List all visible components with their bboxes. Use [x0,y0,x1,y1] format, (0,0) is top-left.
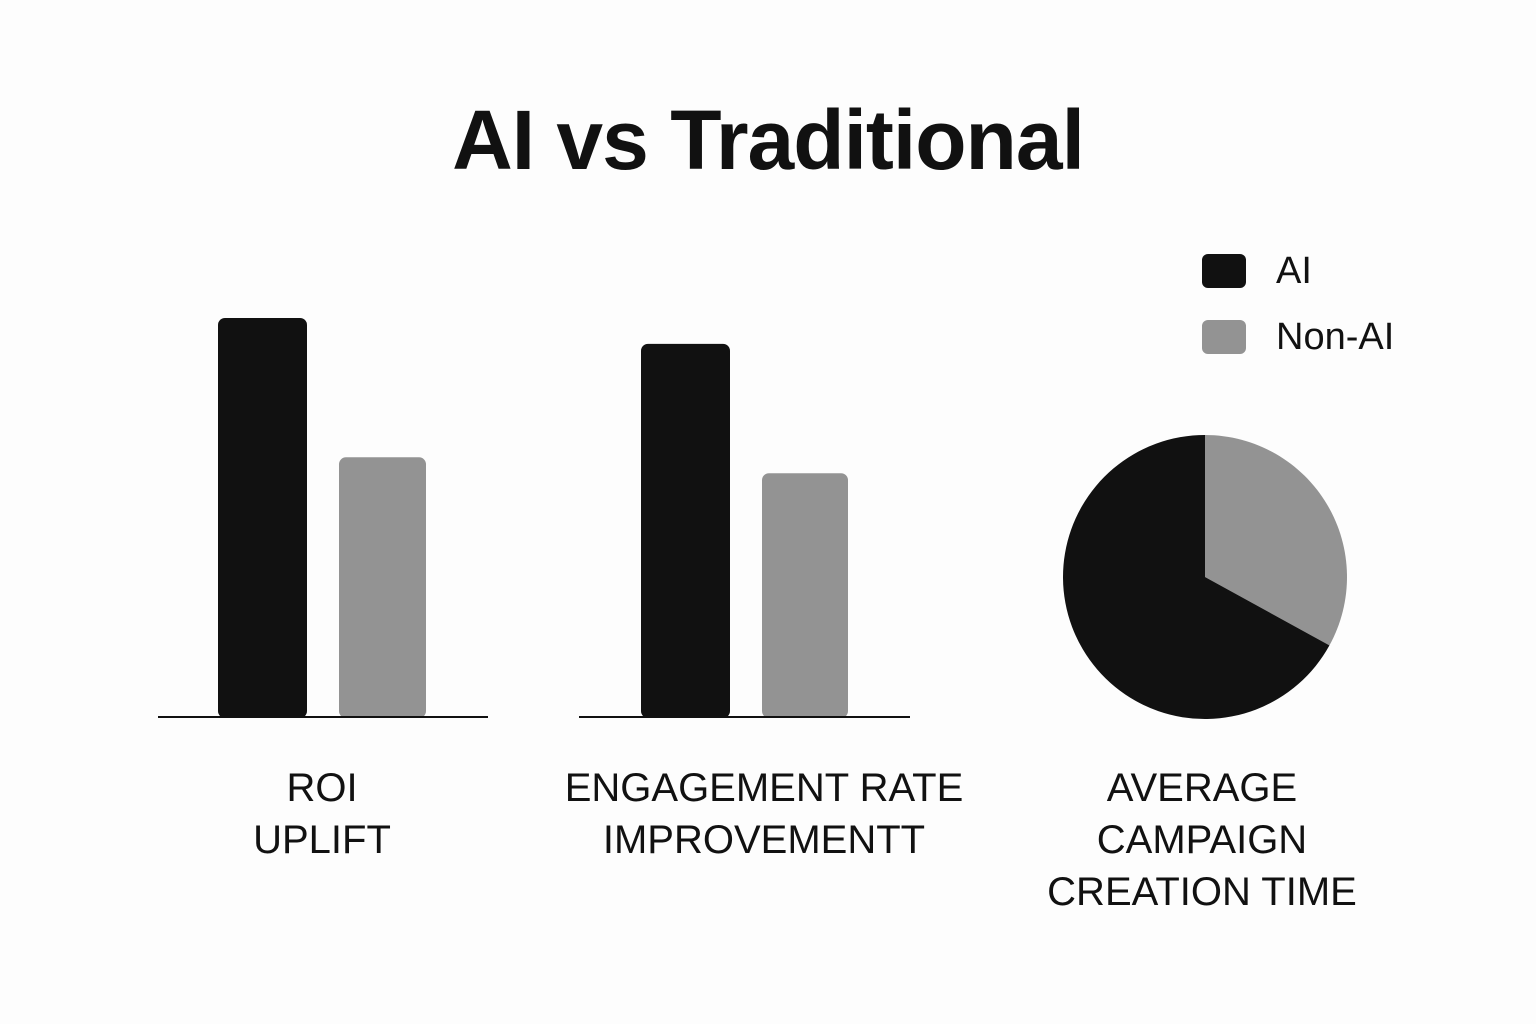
legend: AI Non-AI [1202,250,1394,382]
category-label-line: CAMPAIGN [1096,818,1308,862]
legend-swatch-non-ai [1202,320,1246,354]
legend-item-ai: AI [1202,250,1394,292]
category-label-line: CREATION TIME [1047,870,1357,914]
category-label-line: AVERAGE [1106,766,1298,810]
non-ai-bar [339,457,426,718]
non-ai-pie-slice [1205,435,1347,646]
category-label-line: IMPROVEMENTT [602,818,926,862]
legend-label-non-ai: Non-AI [1276,315,1395,358]
legend-item-non-ai: Non-AI [1202,316,1394,358]
ai-bar [218,318,307,718]
engagement-rate-bar-group [579,343,910,718]
category-label-line: ROI [286,766,358,810]
campaign-time-pie [1063,435,1347,719]
legend-swatch-ai [1202,254,1246,288]
category-label-campaign-time: AVERAGE CAMPAIGN CREATION TIME [1002,762,1402,918]
category-label-engagement-rate: ENGAGEMENT RATE IMPROVEMENTT [544,762,984,866]
category-label-line: ENGAGEMENT RATE [564,766,964,810]
category-label-line: UPLIFT [253,818,391,862]
non-ai-bar [762,473,848,718]
roi-uplift-bar-group [158,318,488,718]
ai-bar [641,343,730,718]
chart-title: AI vs Traditional [452,93,1085,187]
ai-pie-slice [1063,435,1330,719]
legend-label-ai: AI [1276,249,1312,292]
category-label-roi-uplift: ROI UPLIFT [172,762,472,866]
